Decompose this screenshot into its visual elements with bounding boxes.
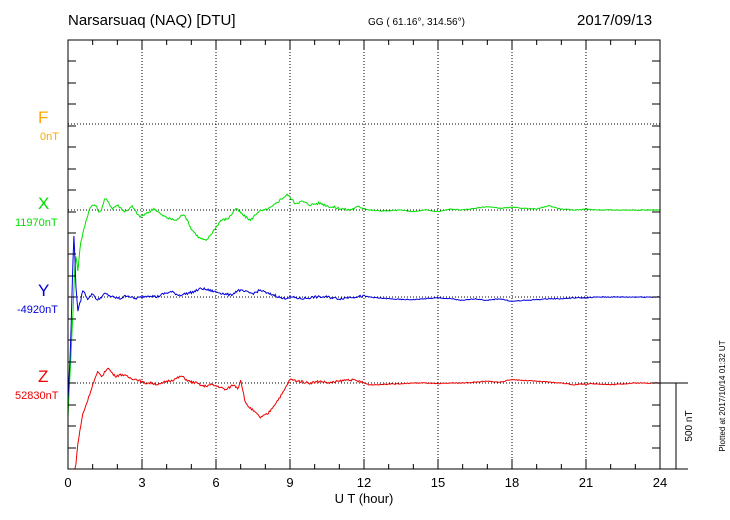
component-baseline-y: -4920nT [17, 304, 58, 316]
date-label: 2017/09/13 [577, 12, 653, 29]
x-tick-label-9: 9 [286, 475, 293, 490]
plotted-timestamp: Plotted at 2017/10/14 01:32 UT [718, 340, 727, 451]
station-coordinates: GG ( 61.16°, 314.56°) [368, 17, 465, 28]
component-baseline-x: 11970nT [15, 217, 58, 229]
series-line-z [68, 367, 661, 470]
axis-ticks [67, 40, 661, 470]
grid-lines [68, 40, 660, 469]
x-tick-label-24: 24 [653, 475, 667, 490]
x-tick-label-18: 18 [505, 475, 519, 490]
component-letter-z: Z [38, 367, 49, 386]
component-letter-x: X [38, 194, 50, 213]
component-letter-f: F [38, 108, 49, 127]
x-tick-label-0: 0 [64, 475, 71, 490]
x-axis-title: U T (hour) [335, 491, 394, 506]
series-layer [67, 193, 661, 470]
component-baseline-z: 52830nT [15, 390, 59, 402]
plot-frame [67, 39, 661, 470]
scale-bar-label: 500 nT [684, 410, 695, 441]
scale-bar: 500 nT [660, 382, 695, 470]
x-tick-label-15: 15 [431, 475, 445, 490]
x-tick-label-21: 21 [579, 475, 593, 490]
x-tick-label-3: 3 [138, 475, 145, 490]
component-baseline-f: 0nT [40, 131, 59, 143]
x-tick-labels: 0 3 6 9 12 15 18 21 24 [64, 475, 667, 490]
component-letter-y: Y [38, 281, 50, 300]
x-tick-label-12: 12 [357, 475, 371, 490]
series-line-x [67, 193, 661, 418]
series-line-y [67, 235, 661, 401]
station-title: Narsarsuaq (NAQ) [DTU] [68, 12, 236, 29]
x-tick-label-6: 6 [212, 475, 219, 490]
